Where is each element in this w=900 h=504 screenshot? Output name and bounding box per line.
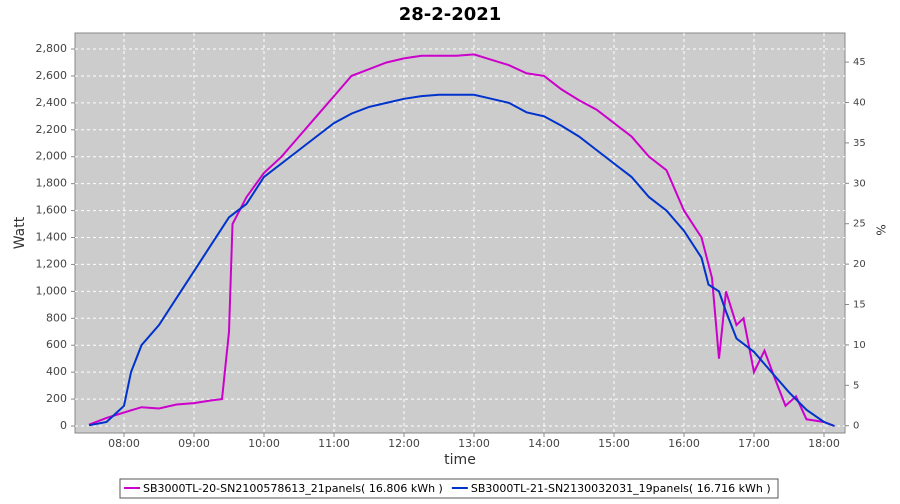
- x-tick-label: 14:00: [528, 437, 560, 450]
- y-tick-label: 0: [60, 419, 67, 432]
- y-tick-label: 2,800: [36, 42, 68, 55]
- y2-tick-label: 15: [853, 300, 866, 311]
- x-tick-label: 12:00: [388, 437, 420, 450]
- y2-tick-label: 5: [853, 380, 859, 391]
- y-tick-label: 200: [46, 392, 67, 405]
- series-line: [88, 53, 835, 427]
- legend-label: SB3000TL-21-SN2130032031_19panels( 16.71…: [471, 482, 771, 495]
- y-tick-label: 2,000: [36, 150, 68, 163]
- x-tick-label: 11:00: [318, 437, 350, 450]
- y2-tick-label: 30: [853, 178, 866, 189]
- x-tick-label: 18:00: [808, 437, 840, 450]
- legend-label: SB3000TL-20-SN2100578613_21panels( 16.80…: [143, 482, 443, 495]
- y-tick-label: 800: [46, 311, 67, 324]
- legend: [119, 478, 779, 499]
- y-tick-label: 1,600: [36, 204, 68, 217]
- x-axis-label: time: [444, 452, 476, 468]
- plot-area: [74, 32, 846, 434]
- x-tick-label: 08:00: [108, 437, 140, 450]
- x-tick-label: 13:00: [458, 437, 490, 450]
- y-tick-label: 1,000: [36, 284, 68, 297]
- chart-title: 28-2-2021: [399, 4, 502, 25]
- y-tick-label: 1,800: [36, 177, 68, 190]
- y2-tick-label: 10: [853, 340, 866, 351]
- y2-tick-label: 20: [853, 259, 866, 270]
- x-tick-label: 15:00: [598, 437, 630, 450]
- y-tick-label: 2,600: [36, 69, 68, 82]
- y-tick-label: 1,400: [36, 231, 68, 244]
- y-axis-label: Watt: [12, 216, 28, 249]
- y2-tick-label: 35: [853, 138, 866, 149]
- y2-tick-label: 40: [853, 97, 866, 108]
- x-tick-label: 09:00: [178, 437, 210, 450]
- y-tick-label: 600: [46, 338, 67, 351]
- y2-tick-label: 25: [853, 219, 866, 230]
- y2-tick-label: 0: [853, 421, 859, 432]
- y2-axis-label: %: [874, 224, 888, 235]
- y-tick-label: 400: [46, 365, 67, 378]
- x-tick-label: 16:00: [668, 437, 700, 450]
- y-tick-label: 2,200: [36, 123, 68, 136]
- series-line: [88, 93, 835, 427]
- y2-tick-label: 45: [853, 57, 866, 68]
- y-tick-label: 2,400: [36, 96, 68, 109]
- x-tick-label: 17:00: [738, 437, 770, 450]
- y-tick-label: 1,200: [36, 257, 68, 270]
- x-tick-label: 10:00: [248, 437, 280, 450]
